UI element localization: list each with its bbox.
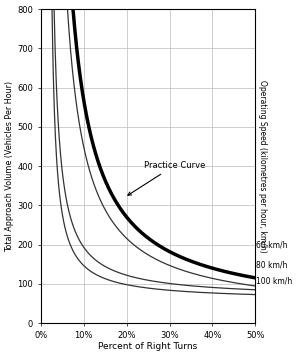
Text: 80 km/h: 80 km/h: [256, 261, 288, 270]
Text: 100 km/h: 100 km/h: [256, 276, 292, 285]
Y-axis label: Operating Speed (kilometres per hour, km/h): Operating Speed (kilometres per hour, km…: [258, 80, 267, 252]
Text: Practice Curve: Practice Curve: [128, 161, 205, 195]
Text: 60 km/h: 60 km/h: [256, 240, 288, 249]
Y-axis label: Total Approach Volume (Vehicles Per Hour): Total Approach Volume (Vehicles Per Hour…: [6, 80, 15, 252]
X-axis label: Percent of Right Turns: Percent of Right Turns: [98, 342, 198, 351]
